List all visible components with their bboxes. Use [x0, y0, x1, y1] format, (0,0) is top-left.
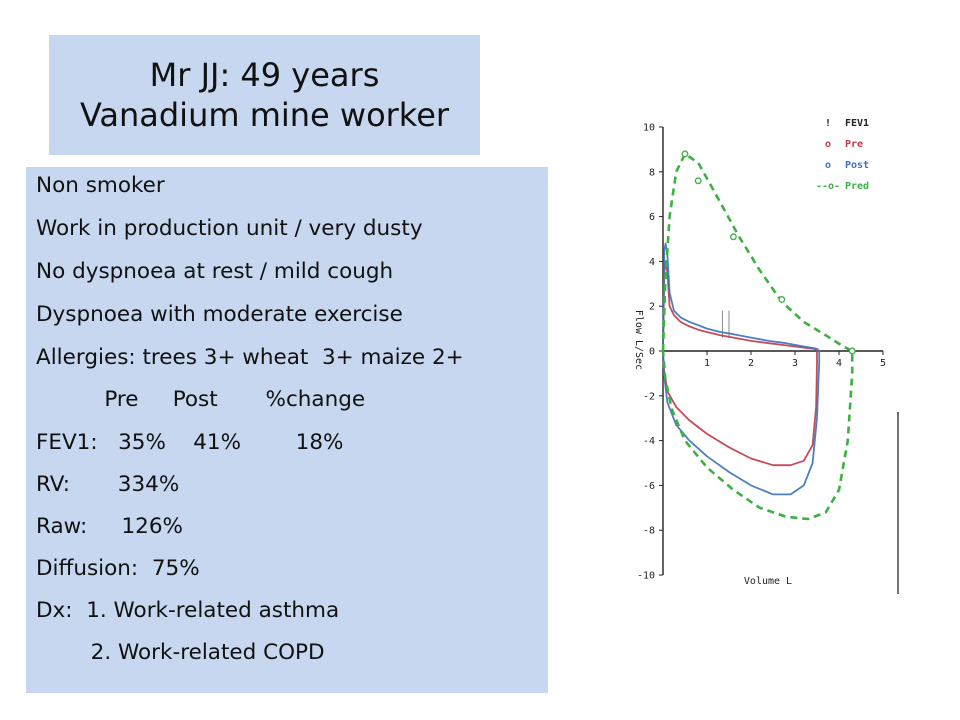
series-pred-marker	[848, 347, 856, 355]
y-tick-label: -10	[637, 571, 655, 582]
legend-label-fev1: FEV1	[845, 118, 869, 129]
legend-glyph: !	[825, 118, 831, 129]
info-line-dx2: 2. Work-related COPD	[36, 640, 325, 665]
series-pred-marker	[729, 233, 737, 241]
legend-glyph: o	[825, 139, 831, 150]
slide-title-box: Mr JJ: 49 years Vanadium mine worker	[49, 35, 480, 155]
info-line-diffusion: Diffusion: 75%	[36, 556, 200, 581]
legend-glyph: o	[825, 160, 831, 171]
info-line-rest: No dyspnoea at rest / mild cough	[36, 259, 394, 284]
x-axis-title: Volume L	[744, 576, 792, 587]
info-line-allergies: Allergies: trees 3+ wheat 3+ maize 2+	[36, 345, 464, 370]
x-tick-label: 2	[748, 358, 754, 369]
y-tick-label: 0	[649, 347, 655, 358]
y-tick-label: 10	[643, 123, 655, 134]
y-axis-title: Flow L/Sec	[633, 310, 644, 370]
x-tick-label: 4	[836, 358, 842, 369]
legend-glyph: --o-	[816, 181, 840, 192]
series-pred-marker	[681, 150, 689, 158]
slide-title-line-2: Vanadium mine worker	[79, 96, 450, 134]
y-tick-label: -4	[643, 436, 655, 447]
series-pred-marker	[694, 177, 702, 185]
y-tick-label: 2	[649, 302, 655, 313]
x-tick-label: 5	[880, 358, 886, 369]
series-pred-curve	[661, 152, 854, 521]
info-line-dx1: Dx: 1. Work-related asthma	[36, 598, 340, 623]
flow-volume-svg: 10 8 6 4 2 0 -2 -4 -6 -8 -10 1 2 3 4 5 Volume L Flow L/Se…	[633, 118, 899, 594]
info-line-smoking: Non smoker	[36, 173, 165, 198]
info-line-work: Work in production unit / very dusty	[36, 216, 423, 241]
info-line-header: Pre Post %change	[36, 387, 366, 412]
x-tick-label: 3	[792, 358, 798, 369]
info-line-exercise: Dyspnoea with moderate exercise	[36, 302, 403, 327]
y-tick-label: 8	[649, 167, 655, 178]
info-line-fev1: FEV1: 35% 41% 18%	[36, 430, 344, 455]
legend-label-pre: Pre	[845, 139, 863, 150]
y-tick-label: -6	[643, 481, 655, 492]
slide-title-line-1: Mr JJ: 49 years	[149, 56, 380, 94]
flow-volume-chart: 10 8 6 4 2 0 -2 -4 -6 -8 -10 1 2 3 4 5 Volume L Flow L/Se…	[618, 112, 900, 597]
y-tick-label: 6	[649, 212, 655, 223]
legend-label-pred: Pred	[845, 181, 869, 192]
y-tick-label: 4	[649, 257, 655, 268]
series-pred-marker	[778, 296, 786, 303]
patient-info-box: Non smoker Work in production unit / ver…	[26, 167, 548, 693]
y-tick-label: -8	[643, 526, 655, 537]
info-line-raw: Raw: 126%	[36, 514, 183, 539]
x-tick-label: 1	[704, 358, 710, 369]
legend-label-post: Post	[845, 160, 869, 171]
series-post-curve	[662, 242, 821, 496]
info-line-rv: RV: 334%	[36, 472, 180, 497]
y-tick-label: -2	[643, 391, 655, 402]
